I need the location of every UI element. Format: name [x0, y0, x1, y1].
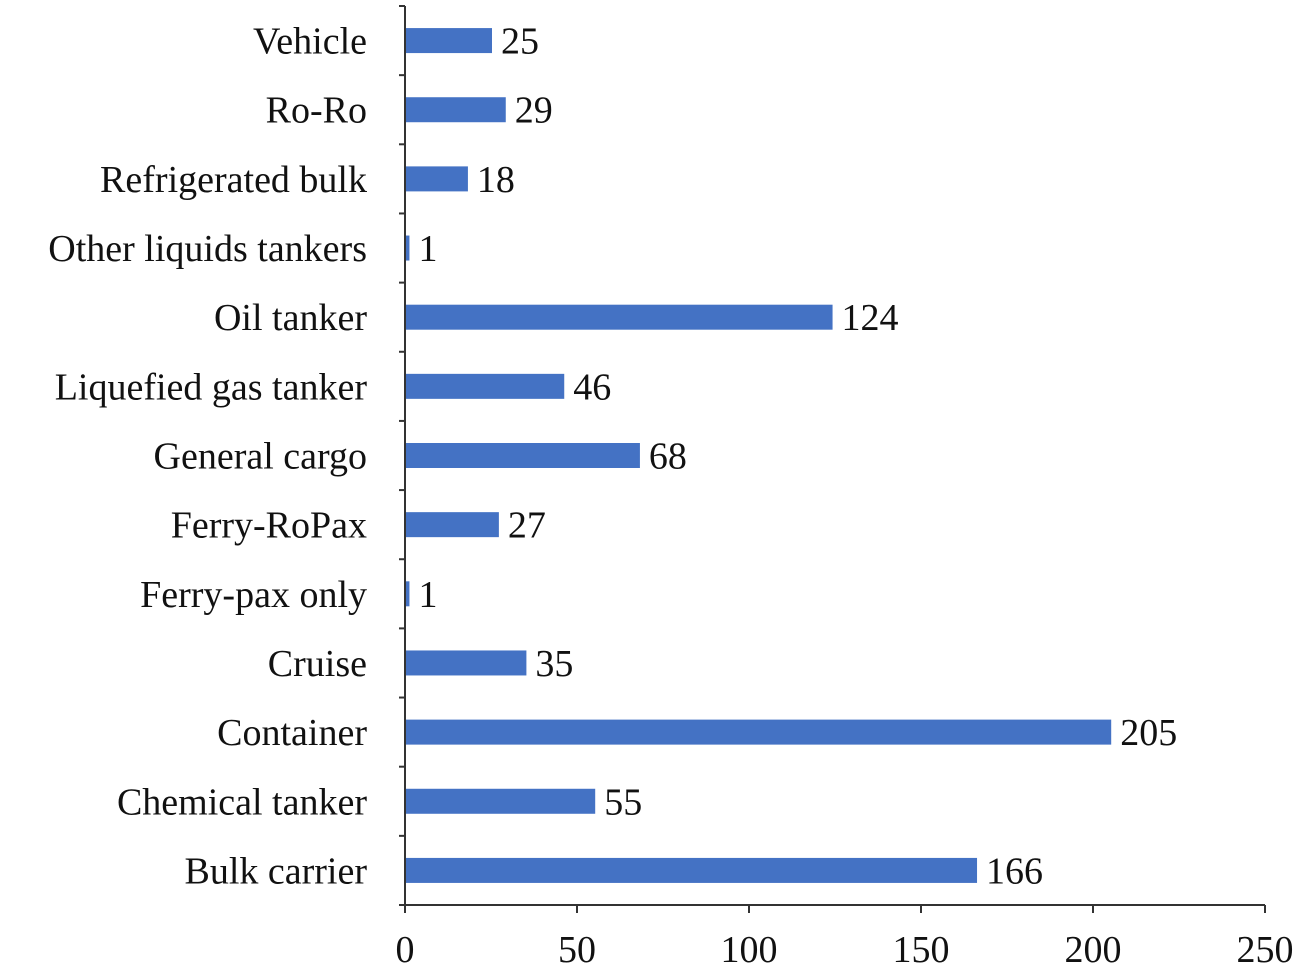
- bar: [406, 719, 1112, 745]
- category-label: Refrigerated bulk: [100, 159, 367, 201]
- data-label: 1: [418, 574, 437, 616]
- category-label: Ro-Ro: [266, 90, 367, 132]
- category-label: Vehicle: [253, 21, 367, 63]
- category-label: Chemical tanker: [117, 781, 367, 823]
- bar: [406, 235, 410, 261]
- bar: [406, 512, 499, 538]
- data-label: 55: [604, 781, 642, 823]
- category-label: Liquefied gas tanker: [55, 366, 368, 408]
- category-label: Ferry-RoPax: [171, 505, 367, 547]
- x-ticks-layer: 0 50 100 150 200 250: [396, 905, 1294, 967]
- bar: [406, 857, 978, 883]
- category-label: Other liquids tankers: [48, 228, 367, 270]
- bar: [406, 373, 565, 399]
- data-label: 27: [508, 505, 546, 547]
- data-label: 46: [573, 366, 611, 408]
- data-label: 18: [477, 159, 515, 201]
- category-label: Cruise: [268, 643, 367, 685]
- data-label: 1: [418, 228, 437, 270]
- data-label: 205: [1120, 712, 1177, 754]
- bars-layer: [406, 28, 1112, 883]
- data-label: 166: [986, 850, 1043, 892]
- bar: [406, 581, 410, 607]
- data-label: 35: [535, 643, 573, 685]
- category-labels-layer: Vehicle Ro-Ro Refrigerated bulk Other liqui…: [48, 21, 367, 893]
- y-ticks-layer: [399, 5, 405, 906]
- bar: [406, 28, 492, 54]
- category-label: Ferry-pax only: [140, 574, 367, 616]
- bar: [406, 443, 640, 468]
- bar: [406, 166, 468, 192]
- bar: [406, 97, 506, 123]
- x-tick-label: 50: [558, 929, 596, 967]
- data-label: 68: [649, 436, 687, 478]
- data-label: 124: [842, 297, 899, 339]
- category-label: Bulk carrier: [184, 850, 367, 892]
- data-label: 29: [515, 90, 553, 132]
- data-label: 25: [501, 21, 539, 63]
- x-tick-label: 0: [396, 929, 415, 967]
- category-label: General cargo: [154, 436, 367, 478]
- x-tick-label: 250: [1237, 929, 1294, 967]
- category-label: Container: [217, 712, 367, 754]
- category-label: Oil tanker: [214, 297, 367, 339]
- bar: [406, 650, 527, 676]
- bar: [406, 788, 596, 814]
- x-tick-label: 200: [1065, 929, 1122, 967]
- bar: [406, 304, 833, 330]
- x-tick-label: 150: [893, 929, 950, 967]
- x-tick-label: 100: [721, 929, 778, 967]
